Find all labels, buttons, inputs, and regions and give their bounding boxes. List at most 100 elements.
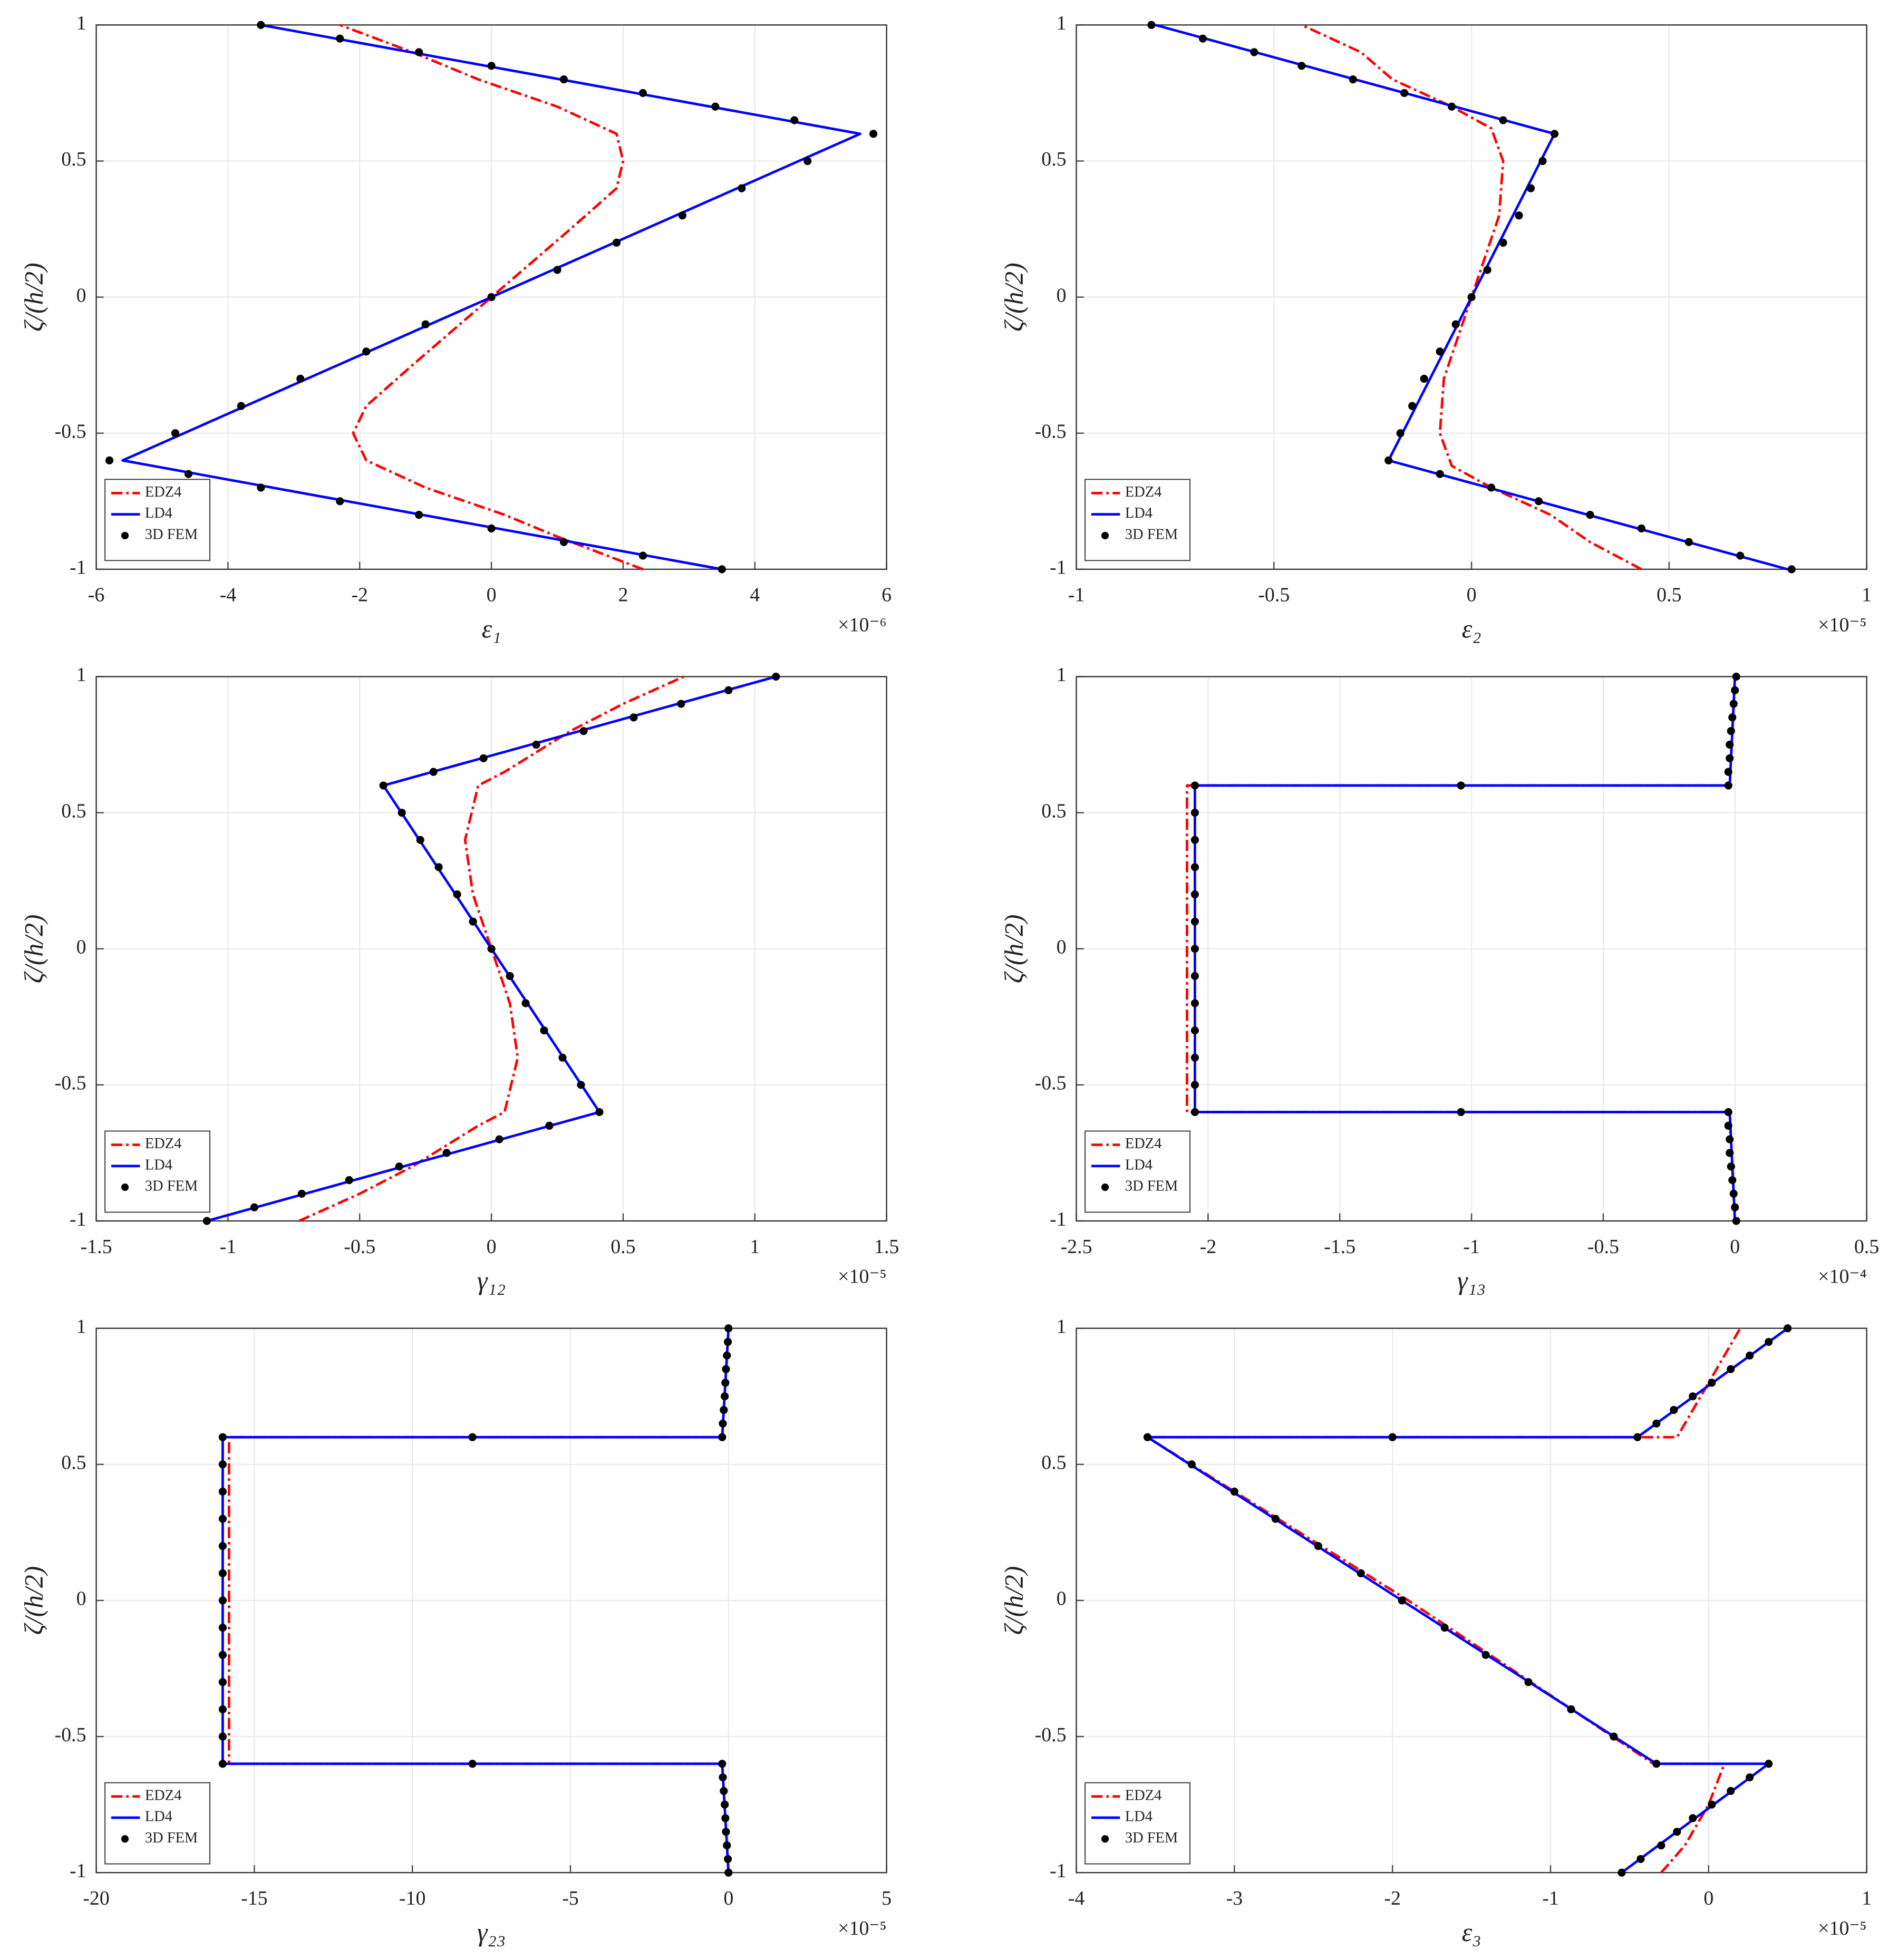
data-point: [1728, 1176, 1737, 1185]
data-point: [577, 1081, 585, 1089]
data-point: [1190, 1108, 1199, 1117]
data-point: [719, 1773, 727, 1782]
x-multiplier: ×10⁻⁴: [1818, 1266, 1866, 1288]
data-point: [721, 1800, 729, 1809]
data-point: [1524, 1678, 1533, 1686]
data-point: [1538, 157, 1547, 166]
subplot: -2.5 -2 -1.5 -1 -0.5 0 0.5 -1 -0.5 0 0.5 1 γ₁₃ ζ/(h/2…: [999, 664, 1879, 1295]
data-point: [184, 470, 193, 478]
data-point: [202, 1217, 211, 1225]
y-tick-label: 1: [76, 1315, 86, 1337]
y-axis-label: ζ/(h/2): [999, 1566, 1028, 1635]
data-point: [540, 1026, 548, 1035]
data-point: [718, 1433, 727, 1441]
data-point: [1729, 700, 1738, 708]
data-point: [1190, 1026, 1199, 1035]
x-tick-label: 0: [723, 1887, 733, 1909]
data-point: [1670, 1406, 1678, 1414]
data-point: [218, 1732, 227, 1741]
x-multiplier: ×10⁻⁵: [838, 1266, 886, 1288]
data-point: [1726, 754, 1734, 762]
data-point: [237, 402, 245, 410]
legend-label: LD4: [1125, 1157, 1153, 1173]
data-point: [1727, 727, 1735, 735]
x-axis-label: γ₁₃: [1457, 1266, 1486, 1295]
data-point: [1396, 429, 1405, 438]
data-point: [559, 75, 568, 84]
data-point: [724, 1324, 733, 1333]
data-point: [1384, 456, 1393, 464]
y-tick-label: 0: [76, 936, 86, 958]
data-point: [1684, 538, 1693, 546]
data-point: [1673, 1828, 1681, 1836]
data-point: [1230, 1487, 1238, 1496]
data-point: [1618, 1868, 1626, 1877]
data-point: [469, 917, 477, 926]
data-point: [218, 1569, 227, 1577]
axes-box: [1076, 676, 1867, 1222]
data-point: [1657, 1841, 1665, 1850]
y-tick-label: -0.5: [1035, 420, 1067, 442]
data-line: [298, 675, 684, 1222]
y-tick-label: -0.5: [55, 420, 86, 442]
y-tick-label: 0: [1057, 936, 1067, 958]
data-point: [345, 1176, 353, 1185]
data-point: [218, 1515, 227, 1523]
data-point: [721, 1392, 729, 1401]
data-point: [1487, 483, 1496, 492]
data-point: [429, 768, 438, 776]
x-tick-label: -1: [1068, 584, 1085, 606]
data-point: [532, 741, 540, 749]
data-point: [1499, 116, 1507, 124]
data-point: [1746, 1773, 1754, 1782]
data-point: [415, 48, 423, 56]
data-point: [1250, 48, 1258, 56]
data-point: [1190, 917, 1199, 926]
data-point: [1689, 1392, 1697, 1401]
data-point: [1765, 1337, 1773, 1346]
x-tick-label: -0.5: [1258, 584, 1290, 606]
data-point: [718, 1760, 727, 1768]
x-tick-label: 1.5: [874, 1236, 899, 1258]
data-point: [1726, 1135, 1734, 1143]
data-point: [1724, 768, 1732, 776]
x-tick-label: 1: [1862, 584, 1872, 606]
data-point: [711, 102, 720, 111]
data-point: [1765, 1760, 1773, 1768]
y-tick-label: 1: [1057, 1315, 1067, 1337]
x-tick-label: 0: [487, 1236, 497, 1258]
data-point: [723, 1351, 731, 1360]
legend-label: EDZ4: [145, 484, 181, 500]
data-point: [1457, 781, 1465, 790]
data-point: [630, 713, 638, 722]
data-point: [559, 538, 568, 546]
data-point: [1314, 1542, 1322, 1550]
data-point: [1526, 184, 1535, 192]
data-point: [677, 700, 685, 708]
data-point: [218, 1487, 227, 1496]
y-tick-label: 1: [1057, 664, 1067, 686]
legend-marker: [1101, 531, 1109, 540]
x-tick-label: -6: [88, 584, 105, 606]
y-tick-label: -0.5: [1035, 1072, 1067, 1094]
legend-label: EDZ4: [1125, 1136, 1161, 1152]
data-point: [1726, 741, 1734, 749]
data-point: [612, 238, 621, 247]
legend-marker: [121, 1835, 129, 1843]
legend-label: LD4: [1125, 1809, 1153, 1825]
data-point: [442, 1149, 451, 1157]
data-point: [1727, 1365, 1735, 1373]
data-point: [468, 1433, 477, 1441]
data-point: [1731, 1203, 1739, 1211]
data-point: [1297, 62, 1306, 70]
data-point: [1190, 945, 1199, 953]
data-point: [721, 1814, 730, 1822]
subplot: -20 -15 -10 -5 0 5 -1 -0.5 0 0.5 1 γ₂₃ ζ/(h/2) ×10⁻⁵ E…: [19, 1315, 892, 1947]
y-tick-label: 1: [1057, 12, 1067, 34]
data-point: [1481, 1651, 1490, 1659]
data-point: [1187, 1460, 1196, 1469]
data-point: [1440, 1624, 1449, 1632]
x-multiplier: ×10⁻⁵: [838, 1917, 886, 1939]
data-point: [738, 184, 746, 192]
y-tick-label: 0: [1057, 1588, 1067, 1610]
